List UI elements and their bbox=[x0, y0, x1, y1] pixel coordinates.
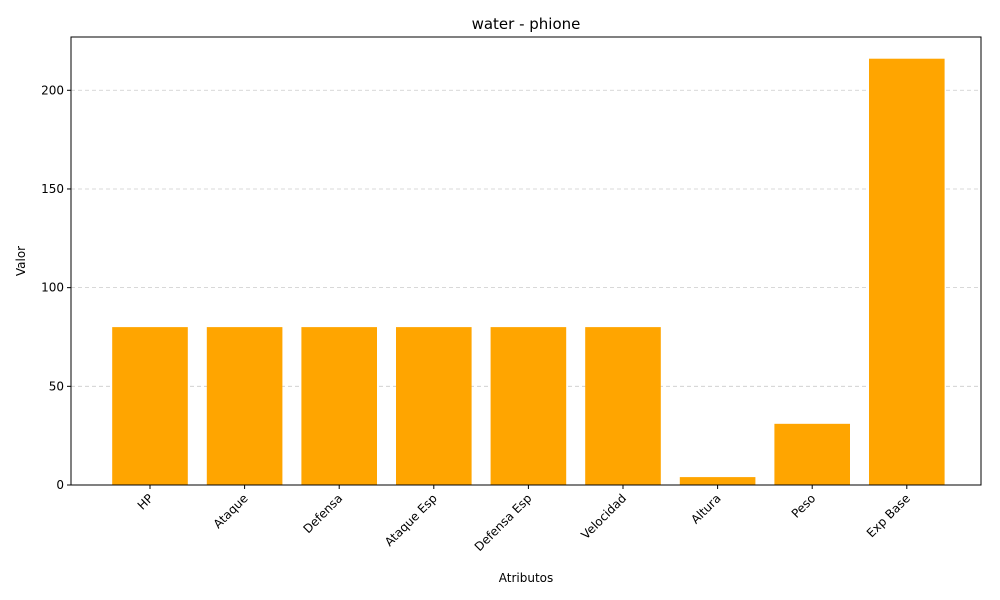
y-tick-label: 50 bbox=[49, 379, 64, 393]
bar-exp-base bbox=[869, 58, 945, 485]
plot-frame bbox=[70, 36, 982, 486]
y-tick-label: 150 bbox=[41, 182, 64, 196]
y-tick-label: 100 bbox=[41, 281, 64, 295]
x-axis-label: Atributos bbox=[499, 571, 554, 585]
x-tick-label: Ataque Esp bbox=[382, 491, 440, 549]
x-tick-label: Ataque bbox=[211, 491, 251, 531]
y-tick-label: 0 bbox=[56, 478, 64, 492]
x-tick-label: Altura bbox=[688, 491, 723, 526]
x-tick-label: Peso bbox=[789, 491, 819, 521]
bar-peso bbox=[774, 423, 850, 485]
x-tick-label: Exp Base bbox=[864, 491, 913, 540]
bars bbox=[112, 58, 945, 485]
y-axis-label: Valor bbox=[14, 246, 28, 276]
bar-defensa-esp bbox=[490, 327, 567, 485]
x-tick-label: Defensa bbox=[300, 491, 345, 536]
bar-hp bbox=[112, 327, 188, 485]
x-tick-label: Velocidad bbox=[578, 491, 629, 542]
chart-title: water - phione bbox=[472, 15, 581, 33]
y-axis-ticks: 0 50 100 150 200 bbox=[41, 83, 71, 492]
x-tick-label: HP bbox=[135, 491, 156, 512]
bar-altura bbox=[679, 477, 756, 485]
bar-ataque bbox=[206, 327, 283, 485]
bar-velocidad bbox=[585, 327, 661, 485]
bar-defensa bbox=[301, 327, 377, 485]
x-tick-label: Defensa Esp bbox=[472, 491, 535, 554]
y-tick-label: 200 bbox=[41, 83, 64, 97]
bar-ataque-esp bbox=[396, 327, 472, 485]
x-axis-ticks: HP Ataque Defensa Ataque Esp Defensa Esp Velo… bbox=[135, 485, 913, 554]
